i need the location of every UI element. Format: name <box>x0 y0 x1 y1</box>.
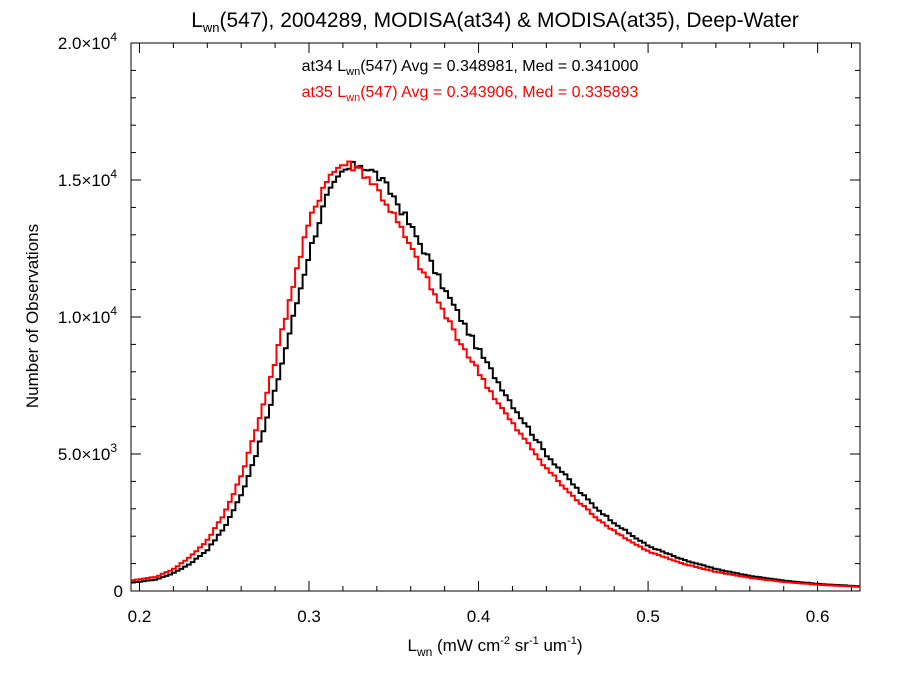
annotation-at34: at34 Lwn(547) Avg = 0.348981, Med = 0.34… <box>302 58 639 78</box>
axis-ticks: 0.2 0.3 0.4 0.5 0.6 0 5.0×103 1.0×104 1.5×104 2.0… <box>58 30 860 626</box>
y-axis-label: Number of Observations <box>23 224 42 408</box>
y-tick-label: 1.5×104 <box>58 167 117 190</box>
x-axis-label: Lwn (mW cm-2 sr-1 um-1) <box>407 635 582 659</box>
annotation-at35: at35 Lwn(547) Avg = 0.343906, Med = 0.33… <box>302 84 639 104</box>
x-tick-label: 0.5 <box>636 607 660 626</box>
series-at34-line <box>131 160 860 588</box>
chart-title-sub: wn <box>202 20 220 35</box>
series-group <box>131 160 860 588</box>
x-tick-label: 0.4 <box>467 607 491 626</box>
x-tick-label: 0.2 <box>128 607 152 626</box>
y-tick-label: 5.0×103 <box>58 441 117 464</box>
annotations: at34 Lwn(547) Avg = 0.348981, Med = 0.34… <box>302 58 639 104</box>
chart-title: Lwn(547), 2004289, MODISA(at34) & MODISA… <box>191 9 799 35</box>
series-at35-line <box>131 160 860 588</box>
x-tick-label: 0.6 <box>806 607 830 626</box>
chart-title-rest: (547), 2004289, MODISA(at34) & MODISA(at… <box>220 9 799 32</box>
plot-frame <box>130 42 861 592</box>
y-tick-label: 2.0×104 <box>58 30 117 53</box>
y-tick-label: 1.0×104 <box>58 304 117 327</box>
x-tick-label: 0.3 <box>297 607 321 626</box>
chart-title-base: L <box>191 9 203 32</box>
y-tick-label: 0 <box>114 582 123 601</box>
